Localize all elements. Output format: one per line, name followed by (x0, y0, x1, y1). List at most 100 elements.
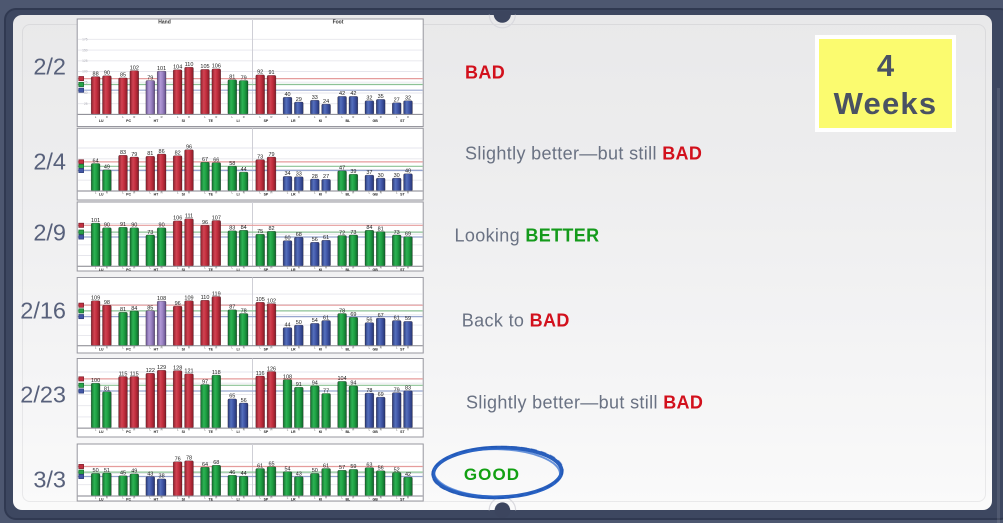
svg-text:81: 81 (229, 75, 235, 81)
svg-text:LU: LU (99, 193, 104, 197)
svg-text:58: 58 (229, 161, 235, 167)
svg-text:56: 56 (366, 317, 372, 323)
svg-text:50: 50 (312, 468, 318, 474)
svg-text:101: 101 (91, 218, 100, 224)
svg-text:105: 105 (256, 297, 265, 303)
svg-text:HT: HT (154, 119, 160, 123)
svg-text:L: L (369, 115, 371, 119)
svg-text:L: L (396, 428, 398, 432)
svg-text:68: 68 (296, 232, 302, 238)
svg-text:R: R (161, 496, 163, 500)
svg-text:L: L (232, 496, 234, 500)
svg-text:L: L (232, 191, 234, 195)
svg-text:LI: LI (236, 430, 239, 434)
svg-text:LU: LU (99, 348, 104, 352)
svg-text:PC: PC (126, 193, 131, 197)
svg-text:79: 79 (394, 387, 400, 393)
svg-text:TE: TE (208, 193, 213, 197)
svg-text:81: 81 (378, 226, 384, 232)
svg-text:HT: HT (154, 268, 160, 272)
svg-text:L: L (150, 428, 152, 432)
svg-text:110: 110 (185, 62, 194, 68)
svg-text:R: R (161, 115, 163, 119)
svg-text:128: 128 (173, 365, 182, 371)
svg-text:L: L (314, 345, 316, 349)
svg-text:L: L (204, 191, 206, 195)
svg-text:65: 65 (229, 394, 235, 400)
svg-text:R: R (352, 496, 354, 500)
svg-text:R: R (133, 428, 135, 432)
svg-text:LI: LI (236, 193, 239, 197)
svg-text:109: 109 (91, 296, 100, 302)
svg-text:50: 50 (296, 320, 302, 326)
svg-text:L: L (287, 191, 289, 195)
svg-text:43: 43 (296, 471, 302, 477)
svg-text:54: 54 (312, 318, 318, 324)
svg-text:35: 35 (378, 94, 384, 100)
svg-text:25: 25 (84, 102, 88, 106)
svg-text:51: 51 (104, 468, 110, 474)
svg-text:86: 86 (159, 149, 165, 155)
svg-text:32: 32 (405, 96, 411, 102)
svg-text:L: L (259, 428, 261, 432)
svg-text:L: L (259, 496, 261, 500)
svg-text:R: R (188, 266, 190, 270)
svg-text:GB: GB (372, 193, 378, 197)
svg-text:56: 56 (378, 466, 384, 472)
svg-text:L: L (204, 345, 206, 349)
svg-text:67: 67 (378, 313, 384, 319)
svg-text:R: R (215, 428, 217, 432)
svg-text:92: 92 (257, 70, 263, 76)
svg-text:L: L (232, 345, 234, 349)
svg-text:68: 68 (213, 460, 219, 466)
svg-text:SP: SP (264, 268, 269, 272)
svg-text:109: 109 (184, 296, 193, 302)
svg-text:79: 79 (131, 152, 137, 158)
svg-text:94: 94 (350, 381, 356, 387)
svg-text:SI: SI (182, 193, 185, 197)
svg-text:R: R (188, 496, 190, 500)
svg-text:L: L (150, 496, 152, 500)
svg-text:L: L (150, 115, 152, 119)
svg-text:L: L (122, 266, 124, 270)
svg-text:LI: LI (236, 268, 239, 272)
svg-text:78: 78 (366, 388, 372, 394)
svg-text:BL: BL (345, 430, 351, 434)
svg-text:52: 52 (394, 467, 400, 473)
svg-text:30: 30 (394, 173, 400, 179)
svg-text:45: 45 (120, 471, 126, 477)
svg-text:98: 98 (104, 300, 110, 306)
svg-text:LU: LU (99, 498, 104, 502)
svg-text:79: 79 (147, 75, 153, 81)
svg-text:44: 44 (241, 471, 247, 477)
svg-text:105: 105 (200, 64, 209, 70)
svg-text:ST: ST (400, 498, 405, 502)
svg-text:61: 61 (257, 463, 263, 469)
svg-text:SP: SP (264, 430, 269, 434)
svg-text:116: 116 (256, 371, 265, 377)
svg-text:L: L (122, 115, 124, 119)
svg-text:83: 83 (120, 150, 126, 156)
svg-text:L: L (95, 496, 97, 500)
svg-text:72: 72 (339, 230, 345, 236)
svg-text:L: L (396, 496, 398, 500)
svg-text:R: R (215, 345, 217, 349)
svg-text:81: 81 (147, 151, 153, 157)
svg-text:111: 111 (185, 214, 193, 220)
svg-text:R: R (271, 115, 273, 119)
svg-text:126: 126 (267, 366, 276, 372)
svg-text:R: R (380, 428, 382, 432)
svg-text:R: R (161, 428, 163, 432)
svg-text:150: 150 (82, 48, 88, 52)
svg-text:PC: PC (126, 348, 131, 352)
svg-text:L: L (341, 496, 343, 500)
svg-text:R: R (215, 191, 217, 195)
svg-text:ST: ST (400, 193, 405, 197)
svg-text:R: R (407, 496, 409, 500)
svg-text:40: 40 (284, 92, 290, 98)
svg-text:L: L (259, 115, 261, 119)
svg-text:R: R (188, 345, 190, 349)
svg-text:L: L (177, 428, 179, 432)
svg-text:R: R (133, 115, 135, 119)
svg-text:KI: KI (319, 430, 323, 434)
